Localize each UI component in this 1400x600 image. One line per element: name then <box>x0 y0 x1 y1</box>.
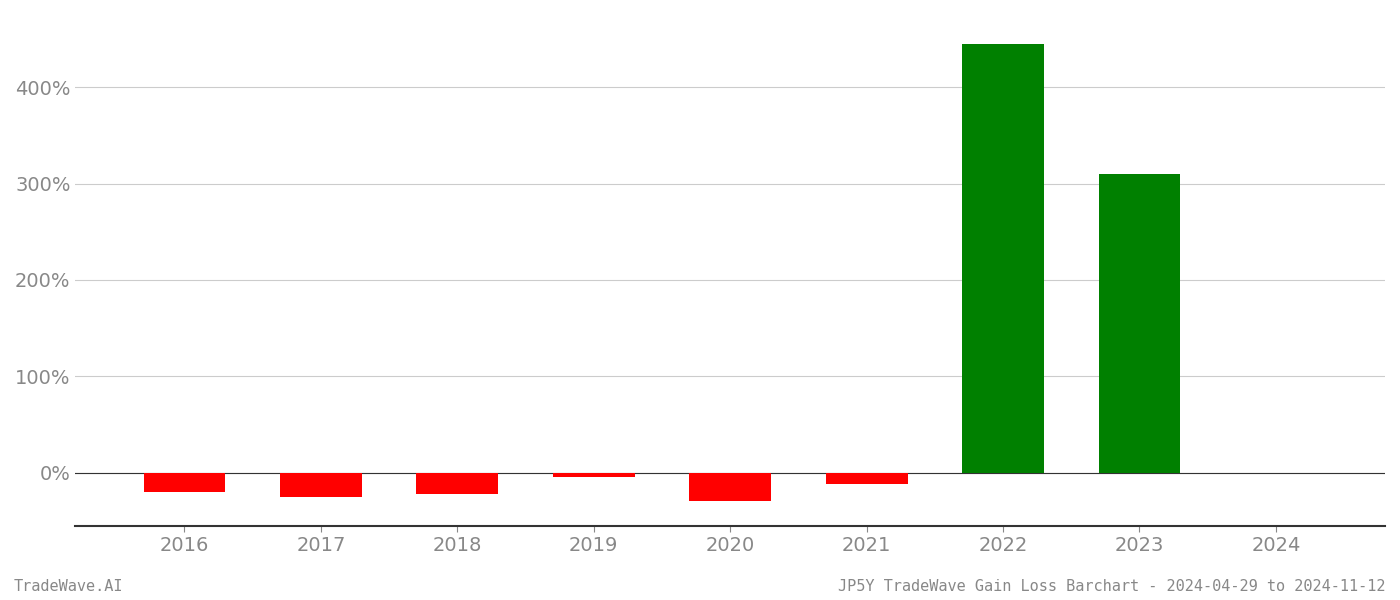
Bar <box>689 473 771 502</box>
Bar <box>144 473 225 492</box>
Bar <box>553 473 634 478</box>
Bar <box>826 473 907 484</box>
Bar <box>416 473 498 494</box>
Text: JP5Y TradeWave Gain Loss Barchart - 2024-04-29 to 2024-11-12: JP5Y TradeWave Gain Loss Barchart - 2024… <box>839 579 1386 594</box>
Bar <box>280 473 361 497</box>
Bar <box>962 44 1044 473</box>
Bar <box>1099 174 1180 473</box>
Text: TradeWave.AI: TradeWave.AI <box>14 579 123 594</box>
